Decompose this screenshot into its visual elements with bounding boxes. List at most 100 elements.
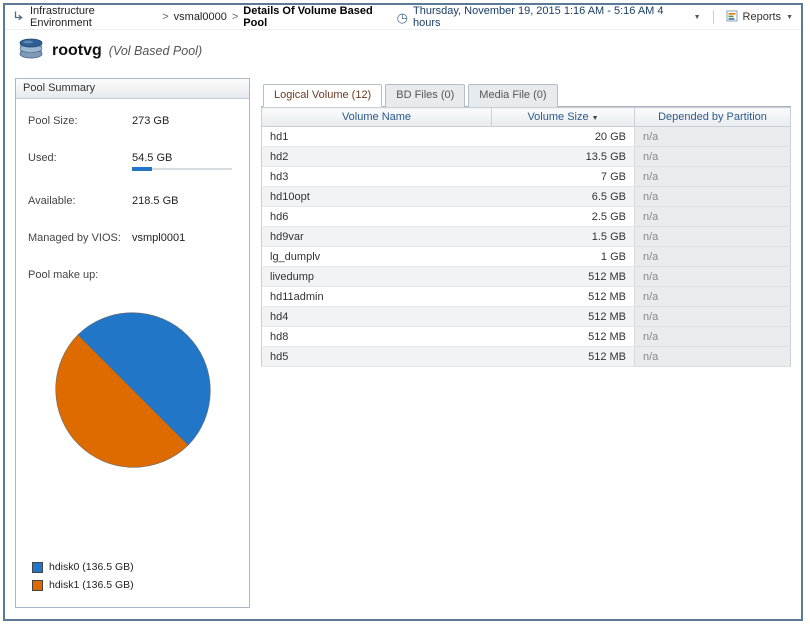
table-row[interactable]: hd11admin 512 MB n/a bbox=[261, 286, 791, 307]
legend-label: hdisk1 (136.5 GB) bbox=[49, 579, 134, 591]
breadcrumb-item[interactable]: Infrastructure Environment bbox=[30, 5, 95, 29]
depended-partition-cell: n/a bbox=[634, 306, 791, 327]
volume-size-cell: 512 MB bbox=[491, 306, 635, 327]
app-window: Infrastructure Environment > vsmal0000 > Det… bbox=[3, 3, 803, 621]
volume-size-cell: 6.5 GB bbox=[491, 186, 635, 207]
logical-volume-table: Volume Name Volume Size ▼ Depended by Parti… bbox=[261, 107, 791, 367]
column-header[interactable]: Volume Size ▼ bbox=[491, 107, 635, 127]
volume-name-cell: hd10opt bbox=[261, 186, 492, 207]
summary-fields: Pool Size: 273 GB Used: 54.5 GB Available: 21… bbox=[28, 115, 237, 281]
summary-field-label: Used: bbox=[28, 152, 57, 164]
depended-partition-cell: n/a bbox=[634, 346, 791, 367]
breadcrumb-separator: > bbox=[162, 11, 169, 23]
depended-partition-cell: n/a bbox=[634, 286, 791, 307]
table-row[interactable]: hd9var 1.5 GB n/a bbox=[261, 226, 791, 247]
divider bbox=[712, 10, 714, 24]
column-header[interactable]: Depended by Partition bbox=[634, 107, 791, 127]
table-row[interactable]: hd8 512 MB n/a bbox=[261, 326, 791, 347]
column-header-label: Volume Size bbox=[527, 111, 589, 123]
summary-field: Pool make up: bbox=[28, 269, 237, 281]
depended-partition-cell: n/a bbox=[634, 126, 791, 147]
legend-item: hdisk1 (136.5 GB) bbox=[32, 579, 134, 591]
depended-partition-cell: n/a bbox=[634, 186, 791, 207]
breadcrumb-items: Infrastructure Environment > vsmal0000 > Det… bbox=[30, 5, 397, 29]
table-row[interactable]: hd10opt 6.5 GB n/a bbox=[261, 186, 791, 207]
column-header-label: Depended by Partition bbox=[658, 111, 767, 123]
detail-content: Logical Volume (12) BD Files (0) Media Fil… bbox=[261, 84, 791, 367]
table-row[interactable]: hd3 7 GB n/a bbox=[261, 166, 791, 187]
summary-field-label: Managed by VIOS: bbox=[28, 232, 121, 244]
legend-swatch bbox=[32, 561, 43, 573]
page-title: rootvg bbox=[52, 42, 102, 59]
hierarchy-icon bbox=[13, 10, 25, 25]
chart-legend: hdisk0 (136.5 GB) hdisk1 (136.5 GB) bbox=[32, 555, 134, 591]
pie-slice bbox=[54, 334, 189, 468]
breadcrumb-item[interactable]: vsmal0000 bbox=[173, 11, 227, 23]
breadcrumb-separator: > bbox=[231, 11, 239, 23]
sort-desc-icon[interactable]: ▼ bbox=[591, 115, 599, 122]
volume-size-cell: 7 GB bbox=[491, 166, 635, 187]
summary-field-value: 218.5 GB bbox=[132, 195, 178, 207]
summary-field-value: 54.5 GB bbox=[132, 152, 232, 171]
volume-name-cell: hd9var bbox=[261, 226, 492, 247]
pool-makeup-chart bbox=[28, 306, 237, 479]
legend-label: hdisk0 (136.5 GB) bbox=[49, 561, 134, 573]
volume-pool-icon bbox=[17, 37, 45, 65]
table-row[interactable]: livedump 512 MB n/a bbox=[261, 266, 791, 287]
depended-partition-cell: n/a bbox=[634, 326, 791, 347]
volume-name-cell: hd5 bbox=[261, 346, 492, 367]
volume-name-cell: hd6 bbox=[261, 206, 492, 227]
depended-partition-cell: n/a bbox=[634, 246, 791, 267]
page-header: rootvg (Vol Based Pool) bbox=[5, 30, 801, 69]
volume-size-cell: 512 MB bbox=[491, 326, 635, 347]
summary-field-label: Available: bbox=[28, 195, 76, 207]
chevron-down-icon[interactable]: ▼ bbox=[693, 13, 701, 21]
table-row[interactable]: hd2 13.5 GB n/a bbox=[261, 146, 791, 167]
volume-size-cell: 1 GB bbox=[491, 246, 635, 267]
column-header[interactable]: Volume Name bbox=[261, 107, 492, 127]
time-range-selector[interactable]: Thursday, November 19, 2015 1:16 AM - 5:… bbox=[413, 5, 664, 29]
depended-partition-cell: n/a bbox=[634, 226, 791, 247]
volume-name-cell: lg_dumplv bbox=[261, 246, 492, 267]
panel-title: Pool Summary bbox=[16, 79, 249, 99]
volume-name-cell: hd8 bbox=[261, 326, 492, 347]
summary-field-value-text: 54.5 GB bbox=[132, 152, 173, 164]
volume-size-cell: 512 MB bbox=[491, 346, 635, 367]
pie-slice bbox=[76, 312, 211, 446]
breadcrumb: Infrastructure Environment > vsmal0000 > Det… bbox=[13, 5, 397, 29]
table-row[interactable]: hd1 20 GB n/a bbox=[261, 126, 791, 147]
volume-name-cell: hd2 bbox=[261, 146, 492, 167]
used-progress-track bbox=[132, 167, 232, 171]
summary-field: Pool Size: 273 GB bbox=[28, 115, 237, 127]
table-row[interactable]: lg_dumplv 1 GB n/a bbox=[261, 246, 791, 267]
used-progress-fill bbox=[132, 167, 152, 171]
legend-swatch bbox=[32, 579, 43, 591]
volume-name-cell: hd1 bbox=[261, 126, 492, 147]
volume-name-cell: livedump bbox=[261, 266, 492, 287]
depended-partition-cell: n/a bbox=[634, 166, 791, 187]
depended-partition-cell: n/a bbox=[634, 146, 791, 167]
volume-size-cell: 512 MB bbox=[491, 286, 635, 307]
legend-item: hdisk0 (136.5 GB) bbox=[32, 561, 134, 573]
top-bar-controls: ◷ Thursday, November 19, 2015 1:16 AM - … bbox=[397, 5, 793, 29]
top-bar: Infrastructure Environment > vsmal0000 > Det… bbox=[5, 5, 801, 30]
panel-body: Pool Size: 273 GB Used: 54.5 GB Available: 21… bbox=[16, 99, 249, 607]
table-row[interactable]: hd6 2.5 GB n/a bbox=[261, 206, 791, 227]
table-row[interactable]: hd5 512 MB n/a bbox=[261, 346, 791, 367]
reports-menu[interactable]: Reports bbox=[742, 11, 782, 23]
tab-media-file-0[interactable]: Media File (0) bbox=[468, 84, 558, 107]
clock-icon: ◷ bbox=[396, 9, 409, 25]
chevron-down-icon[interactable]: ▼ bbox=[786, 13, 793, 21]
table-row[interactable]: hd4 512 MB n/a bbox=[261, 306, 791, 327]
tab-bd-files-0[interactable]: BD Files (0) bbox=[385, 84, 466, 107]
volume-size-cell: 1.5 GB bbox=[491, 226, 635, 247]
volume-name-cell: hd11admin bbox=[261, 286, 492, 307]
tab-logical-volume-12[interactable]: Logical Volume (12) bbox=[263, 84, 383, 107]
summary-field: Used: 54.5 GB bbox=[28, 152, 237, 171]
summary-field-label: Pool make up: bbox=[28, 269, 99, 281]
volume-size-cell: 2.5 GB bbox=[491, 206, 635, 227]
summary-field-value: vsmpl0001 bbox=[132, 232, 185, 244]
volume-name-cell: hd4 bbox=[261, 306, 492, 327]
depended-partition-cell: n/a bbox=[634, 266, 791, 287]
column-header-label: Volume Name bbox=[341, 111, 412, 123]
